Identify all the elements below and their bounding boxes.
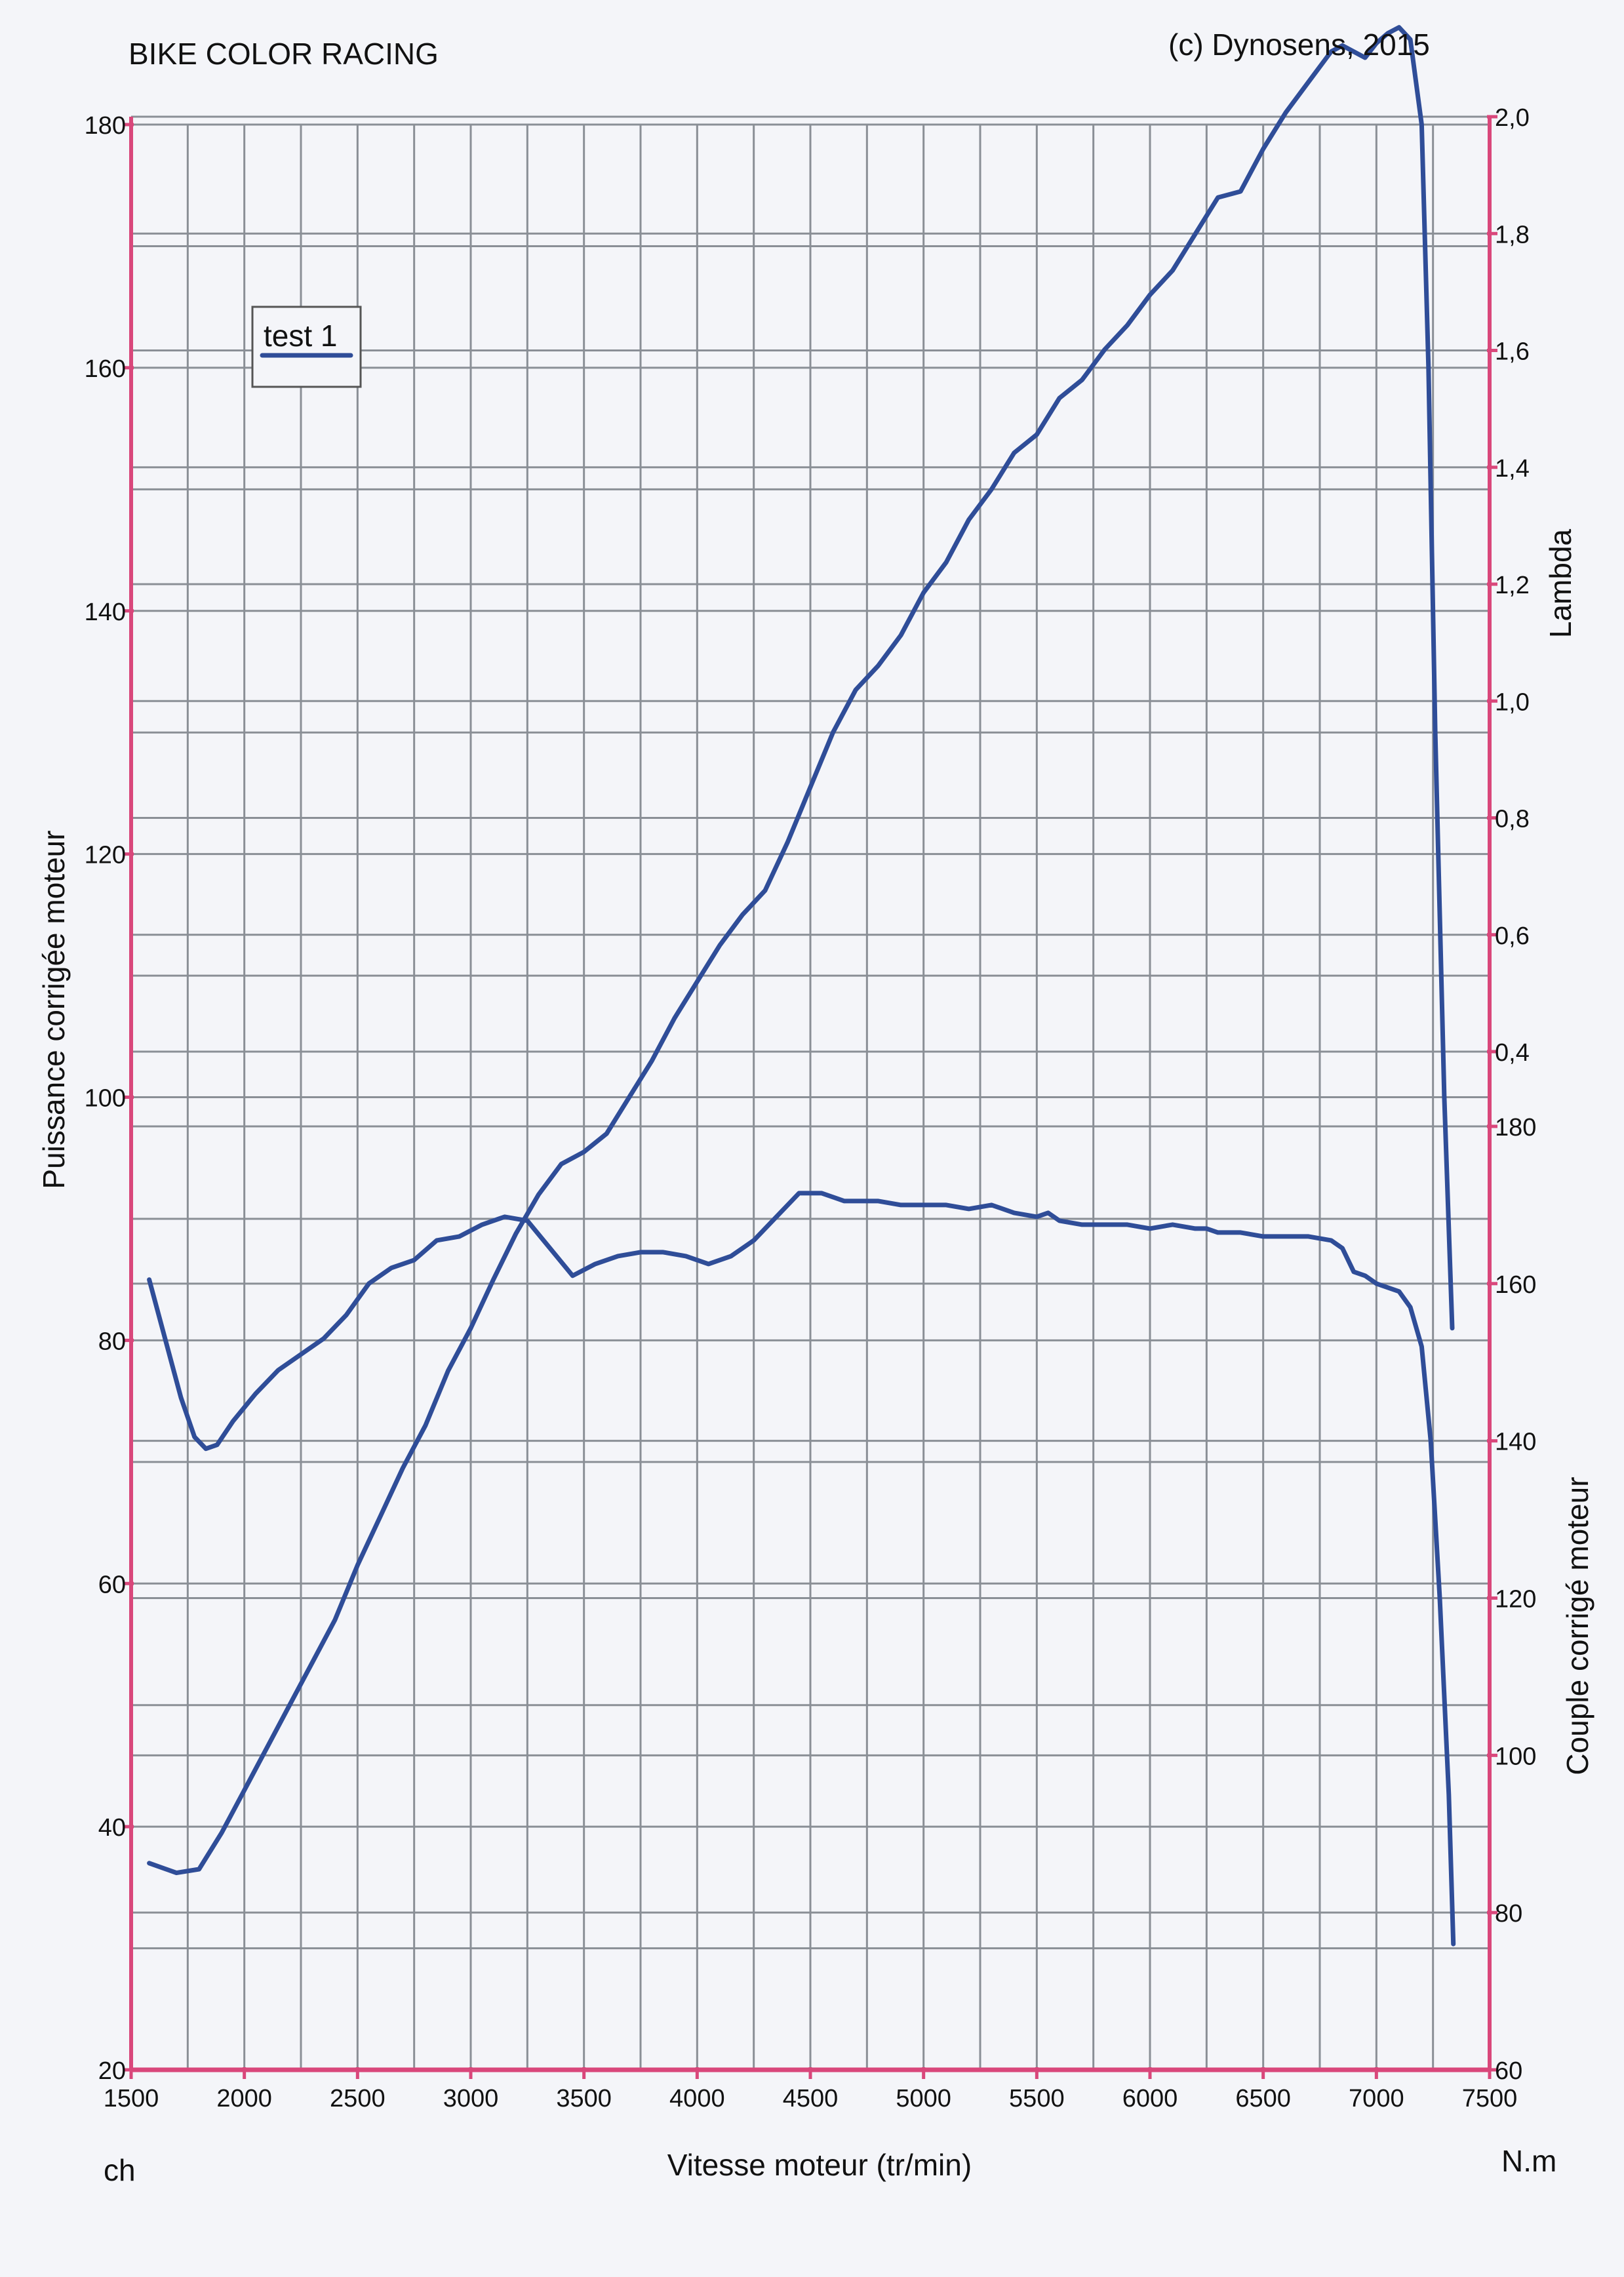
power-tick-label: 140 [85,599,126,626]
x-tick-label: 5500 [1009,2085,1065,2112]
legend-box [251,306,362,388]
series-line-power [147,25,1455,1876]
power-tick-label: 20 [98,2057,126,2085]
copyright-text: (c) Dynosens, 2015 [1168,28,1430,62]
x-tick-label: 7500 [1462,2085,1518,2112]
power-tick-label: 80 [98,1328,126,1355]
torque-tick-label: 180 [1495,1114,1536,1141]
torque-tick-label: 120 [1495,1586,1536,1614]
lambda-tick-label: 0,6 [1495,922,1530,950]
x-tick-label: 3500 [556,2085,612,2112]
torque-axis-label: Couple corrigé moteur [1560,1476,1594,1775]
x-tick-label: 2500 [330,2085,386,2112]
torque-tick-label: 140 [1495,1429,1536,1456]
lambda-tick-label: 1,6 [1495,338,1530,366]
lambda-tick-label: 0,8 [1495,806,1530,833]
lambda-tick-label: 0,4 [1495,1039,1530,1067]
lambda-tick-label: 1,0 [1495,688,1530,716]
power-tick-label: 60 [98,1571,126,1598]
left-unit-label: ch [104,2153,136,2187]
x-tick-label: 4500 [783,2085,839,2112]
series-lines [147,25,1456,1947]
power-tick-label: 120 [85,842,126,869]
x-tick-label: 2000 [216,2085,272,2112]
x-tick-label: 7000 [1349,2085,1404,2112]
power-tick-label: 40 [98,1814,126,1842]
axis-lines [123,115,1497,2079]
power-tick-label: 160 [85,355,126,383]
x-axis-label: Vitesse moteur (tr/min) [667,2148,972,2182]
torque-tick-label: 160 [1495,1271,1536,1299]
x-tick-label: 5000 [896,2085,951,2112]
torque-tick-label: 100 [1495,1743,1536,1770]
lambda-tick-label: 1,4 [1495,455,1530,483]
tick-labels: 20 40 60 80 100 120 140 160 180 60 80 100 120 140 160 1… [85,104,1537,2112]
x-tick-label: 4000 [669,2085,725,2112]
lambda-tick-label: 2,0 [1495,104,1530,132]
power-axis-label: Puissance corrigée moteur [37,830,71,1189]
x-tick-label: 3000 [443,2085,499,2112]
power-tick-label: 100 [85,1085,126,1113]
x-tick-label: 1500 [104,2085,159,2112]
torque-tick-label: 80 [1495,1900,1522,1928]
x-tick-label: 6500 [1235,2085,1291,2112]
x-tick-label: 6000 [1122,2085,1178,2112]
power-tick-label: 180 [85,112,126,140]
lambda-tick-label: 1,2 [1495,572,1530,599]
torque-tick-label: 60 [1495,2057,1522,2085]
legend: test 1 [251,306,362,388]
right-unit-label: N.m [1501,2144,1556,2178]
legend-entry: test 1 [264,319,338,353]
chart-title: BIKE COLOR RACING [129,37,439,71]
lambda-tick-label: 1,8 [1495,221,1530,248]
lambda-axis-label: Lambda [1543,528,1577,638]
series-line-torque [147,1191,1456,1947]
